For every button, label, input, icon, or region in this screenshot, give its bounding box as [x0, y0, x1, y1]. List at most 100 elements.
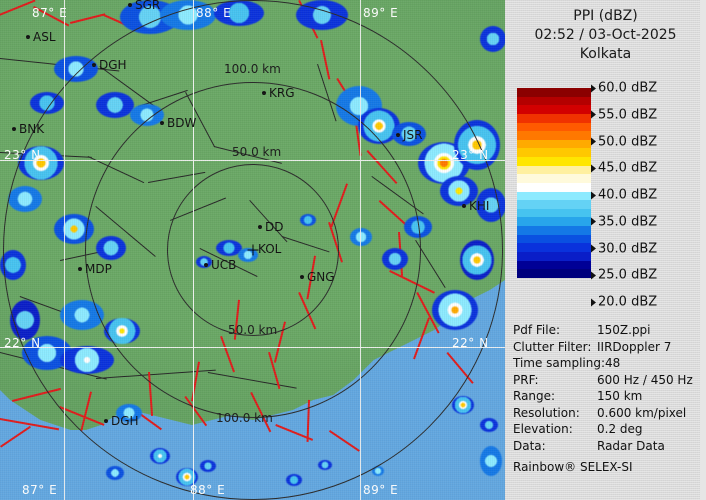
city-dot	[204, 263, 208, 267]
city-marker-dd[interactable]: DD	[258, 220, 283, 234]
metadata-row: Elevation: 0.2 deg	[513, 421, 706, 438]
city-marker-mdp[interactable]: MDP	[78, 262, 112, 276]
latitude-label-22n-right: 22° N	[452, 336, 489, 350]
color-scale-bar	[517, 88, 591, 278]
color-scale-segment	[517, 234, 591, 244]
tick-label: 35.0 dBZ	[598, 214, 658, 230]
city-marker-khi[interactable]: KHI	[462, 199, 489, 213]
color-scale-tick: 45.0 dBZ	[591, 161, 657, 176]
color-scale-tick: 30.0 dBZ	[591, 241, 657, 256]
city-dot	[300, 275, 304, 279]
range-ring-label-100km-top: 100.0 km	[224, 62, 281, 76]
info-sidebar: PPI (dBZ) 02:52 / 03-Oct-2025 Kolkata 60…	[505, 0, 706, 500]
vendor-brand-label: Rainbow® SELEX-SI	[513, 460, 633, 474]
longitude-label-89e-bottom: 89° E	[363, 483, 399, 497]
city-label: KRG	[269, 86, 295, 100]
color-scale-segment	[517, 157, 591, 166]
tick-label: 20.0 dBZ	[598, 294, 658, 310]
tick-label: 25.0 dBZ	[598, 267, 658, 283]
product-type-title: PPI (dBZ)	[573, 8, 638, 24]
tick-arrow-icon	[591, 84, 596, 92]
metadata-row: Resolution: 0.600 km/pixel	[513, 405, 706, 422]
city-dot	[396, 133, 400, 137]
city-dot	[12, 127, 16, 131]
color-scale-segment	[517, 148, 591, 157]
color-scale-tick: 60.0 dBZ	[591, 81, 657, 96]
city-marker-bdw[interactable]: BDW	[160, 116, 196, 130]
metadata-value: 600 Hz / 450 Hz	[597, 372, 693, 387]
color-scale-segment	[517, 243, 591, 252]
city-dot	[92, 63, 96, 67]
color-scale-segment	[517, 208, 591, 218]
radar-site-crosshair-icon	[247, 244, 258, 256]
radar-station-name: Kolkata	[579, 46, 632, 62]
city-dot	[160, 121, 164, 125]
city-marker-krg[interactable]: KRG	[262, 86, 295, 100]
latitude-label-22n-left: 22° N	[4, 336, 41, 350]
color-scale-ticks: 60.0 dBZ 55.0 dBZ 50.0 dBZ 45.0 dBZ 40.0 dBZ…	[591, 81, 701, 310]
metadata-key: Data:	[513, 438, 546, 453]
metadata-value: IIRDoppler 7	[597, 339, 672, 354]
scan-metadata-block: Pdf File: 150Z.ppi Clutter Filter: IIRDoppl…	[513, 322, 706, 476]
color-scale-segment	[517, 226, 591, 235]
metadata-row: PRF: 600 Hz / 450 Hz	[513, 372, 706, 389]
product-title-block: PPI (dBZ) 02:52 / 03-Oct-2025 Kolkata	[505, 0, 706, 64]
metadata-row: Pdf File: 150Z.ppi	[513, 322, 706, 339]
color-scale-segment	[517, 105, 591, 114]
range-ring-label-100km-bottom: 100.0 km	[216, 411, 273, 425]
tick-arrow-icon	[591, 298, 596, 306]
color-scale-tick: 40.0 dBZ	[591, 188, 657, 203]
city-label: MDP	[85, 262, 112, 276]
city-label: SGR	[135, 0, 161, 12]
color-scale-tick: 25.0 dBZ	[591, 268, 657, 283]
tick-label: 40.0 dBZ	[598, 187, 658, 203]
radar-map-panel[interactable]: 100.0 km 50.0 km 50.0 km 100.0 km 87° E …	[0, 0, 505, 500]
longitude-label-87e-bottom: 87° E	[22, 483, 58, 497]
color-scale-segment	[517, 139, 591, 149]
latitude-label-23n-right: 23° N	[452, 148, 489, 162]
city-label: UCB	[211, 258, 237, 272]
metadata-value: 0.2 deg	[597, 422, 643, 436]
tick-label: 60.0 dBZ	[598, 80, 658, 96]
city-dot	[258, 225, 262, 229]
city-label: BNK	[19, 122, 45, 136]
city-label: KHI	[469, 199, 490, 213]
longitude-label-89e-top: 89° E	[363, 6, 399, 20]
tick-label: 55.0 dBZ	[598, 107, 658, 123]
city-marker-sgr[interactable]: SGR	[128, 0, 160, 12]
metadata-row: Time sampling:48	[513, 356, 621, 370]
metadata-key: Range:	[513, 389, 556, 403]
city-dot	[26, 35, 30, 39]
range-ring-label-50km-top: 50.0 km	[232, 145, 282, 159]
color-scale-segment	[517, 217, 591, 226]
metadata-key: Elevation:	[513, 422, 573, 436]
tick-arrow-icon	[591, 110, 596, 119]
tick-arrow-icon	[591, 217, 596, 226]
color-scale-segment	[517, 182, 591, 192]
city-marker-gng[interactable]: GNG	[300, 270, 335, 284]
color-scale-segment	[517, 200, 591, 209]
latitude-label-23n-left: 23° N	[4, 148, 41, 162]
city-label: ASL	[33, 30, 56, 44]
city-marker-dgh-north[interactable]: DGH	[92, 58, 127, 72]
city-dot	[128, 3, 132, 7]
city-marker-bnk[interactable]: BNK	[12, 122, 44, 136]
metadata-key: Clutter Filter:	[513, 339, 592, 354]
color-scale-segment	[517, 131, 591, 140]
metadata-value: 150Z.ppi	[597, 323, 651, 337]
tick-arrow-icon	[591, 137, 596, 146]
metadata-value: 150 km	[597, 389, 643, 403]
city-marker-ucb[interactable]: UCB	[204, 258, 236, 272]
city-marker-asl[interactable]: ASL	[26, 30, 56, 44]
metadata-value: 0.600 km/pixel	[597, 405, 687, 420]
color-scale-segment	[517, 191, 591, 201]
tick-label: 30.0 dBZ	[598, 241, 658, 256]
city-label: JSR	[403, 128, 423, 142]
tick-arrow-icon	[591, 271, 596, 280]
city-marker-dgh-south[interactable]: DGH	[104, 414, 139, 428]
tick-label: 45.0 dBZ	[598, 160, 658, 176]
city-label: BDW	[167, 116, 197, 130]
city-marker-jsr[interactable]: JSR	[396, 128, 423, 142]
city-marker-kol[interactable]: KOL	[258, 242, 281, 256]
city-label: GNG	[307, 270, 335, 284]
